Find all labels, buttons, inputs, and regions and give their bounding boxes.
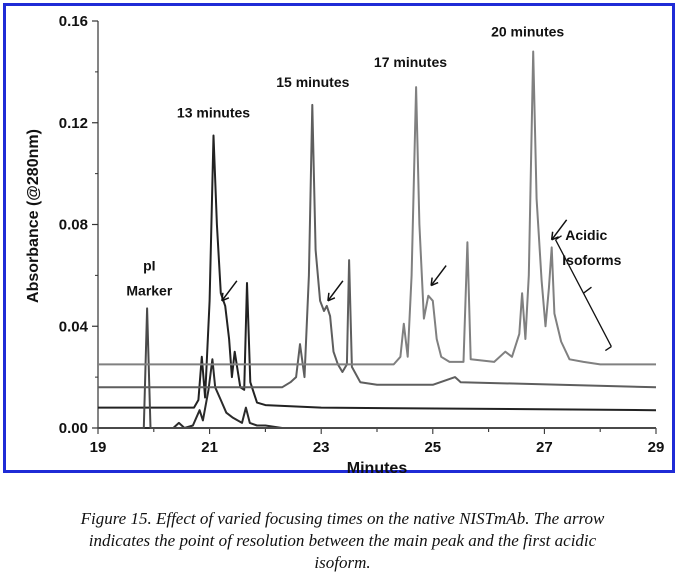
y-tick-label: 0.16 (59, 13, 88, 30)
resolution-arrowhead-3 (430, 277, 439, 287)
annotation-label-7: Acidic (565, 227, 607, 243)
chromatogram-chart: 0.00 0.04 0.08 0.12 0.16 19 21 23 25 27 29 pI Mark… (25, 13, 665, 477)
annotation-label-4: 15 minutes (276, 74, 349, 90)
annotation-label-3: 13 minutes (177, 105, 250, 121)
x-tick-label: 21 (201, 439, 218, 456)
series-line-4 (98, 103, 657, 389)
annotations: pI Marker 13 minutes 15 minutes 17 minutes 20… (126, 23, 622, 352)
series-line-5 (98, 50, 656, 366)
y-tick-label: 0.00 (59, 420, 88, 437)
figure-frame (3, 3, 675, 473)
series-line-1 (98, 358, 656, 429)
x-tick-label: 19 (90, 439, 107, 456)
y-tick-label: 0.04 (59, 318, 89, 335)
figure-caption: Figure 15. Effect of varied focusing tim… (0, 508, 685, 574)
x-tick-label: 29 (648, 439, 665, 456)
caption-line-2: indicates the point of resolution betwee… (88, 531, 597, 550)
x-axis-title: Minutes (347, 460, 408, 477)
resolution-arrow-1 (221, 280, 238, 302)
annotation-label-1: pI (143, 257, 155, 273)
resolution-arrow-4 (551, 219, 568, 241)
x-tick-label: 27 (536, 439, 553, 456)
annotation-label-5: 17 minutes (374, 54, 447, 70)
resolution-arrowhead-2 (327, 292, 336, 302)
isoform-bracket-end (555, 235, 562, 241)
resolution-arrow-3 (430, 265, 447, 286)
isoform-bracket-pointer (583, 286, 592, 294)
caption-line-1: Figure 15. Effect of varied focusing tim… (80, 509, 605, 528)
resolution-arrowhead-1 (221, 292, 230, 302)
resolution-arrow-2 (327, 280, 344, 302)
axes (97, 21, 656, 429)
annotation-label-8: Isoforms (562, 252, 621, 268)
isoform-bracket-end (604, 346, 612, 352)
y-tick-label: 0.12 (59, 115, 88, 132)
series-group (98, 50, 657, 429)
caption-line-3: isoform. (314, 553, 371, 572)
annotation-label-6: 20 minutes (491, 23, 564, 39)
resolution-arrowhead-4 (550, 231, 559, 241)
series-line-3 (98, 307, 656, 429)
isoform-bracket (554, 239, 612, 347)
x-tick-label: 25 (424, 439, 441, 456)
y-axis-title: Absorbance (@280nm) (25, 129, 42, 303)
annotation-label-2: Marker (126, 283, 172, 299)
y-axis-ticks: 0.00 0.04 0.08 0.12 0.16 (59, 13, 98, 437)
y-tick-label: 0.08 (59, 217, 88, 234)
series-line-2 (98, 134, 657, 412)
x-tick-label: 23 (313, 439, 330, 456)
x-axis-ticks: 19 21 23 25 27 29 (90, 428, 665, 456)
